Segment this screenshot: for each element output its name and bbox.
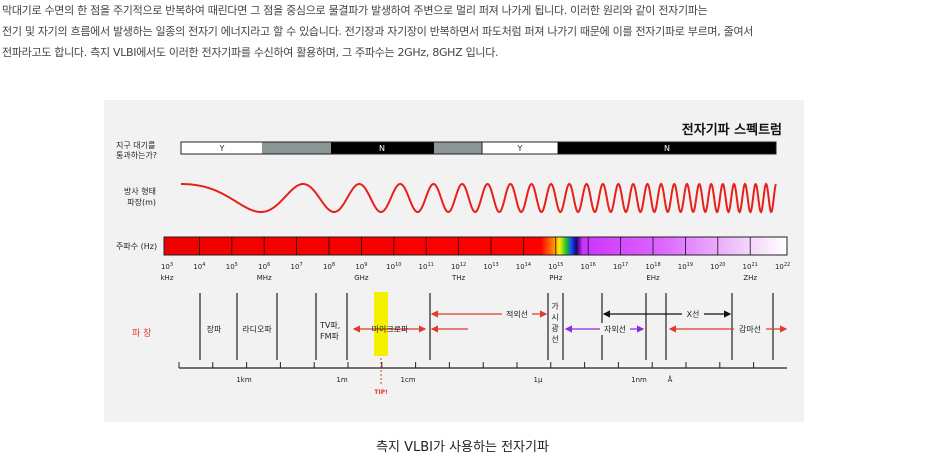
band-label-visible: 시 (551, 313, 558, 322)
wave-curve (181, 182, 777, 214)
frequency-tick-label: 1016 (581, 262, 596, 271)
frequency-tick-label: 109 (355, 262, 367, 271)
frequency-tick-label: 106 (258, 262, 270, 271)
frequency-tick-label: 1013 (483, 262, 498, 271)
tip-label: TIP! (374, 389, 387, 396)
frequency-tick-label: 108 (323, 262, 335, 271)
scale-label: 1km (236, 376, 252, 384)
frequency-tick-label: 1018 (645, 262, 660, 271)
scale-label: 1m (336, 376, 347, 384)
frequency-tick-label: 1017 (613, 262, 628, 271)
band-label-visible: 광 (551, 323, 559, 333)
spectrum-bar (163, 236, 788, 256)
band-label-infrared: 적외선 (506, 309, 528, 319)
frequency-tick-label: 1021 (743, 262, 758, 271)
tip-highlight (374, 292, 388, 356)
band-label-tv-fm: TV파, (319, 321, 340, 330)
frequency-unit-label: kHz (161, 274, 174, 282)
frequency-tick-label: 1019 (678, 262, 693, 271)
frequency-tick-label: 103 (161, 262, 173, 271)
atmosphere-bar: Y N Y N (180, 141, 777, 155)
scale-label: 1nm (631, 376, 647, 384)
frequency-unit-label: ZHz (743, 274, 757, 282)
band-label-visible: 선 (551, 335, 558, 344)
frequency-tick-labels: 103 kHz 104 105 106 MHz 107 108 109 GHz 1010 1011 10… (161, 262, 791, 282)
figure-title: 전자기파 스펙트럼 (682, 122, 782, 138)
band-label-long-wave: 장파 (207, 324, 222, 334)
body-paragraph: 막대기로 수면의 한 점을 주기적으로 반복하여 때린다면 그 점을 중심으로 … (2, 0, 922, 63)
frequency-tick-label: 105 (226, 262, 238, 271)
frequency-label: 주파수 (Hz) (116, 242, 157, 251)
wavelength-scale-ticks (178, 362, 755, 368)
atmosphere-segment-label: N (664, 144, 670, 153)
frequency-tick-label: 1022 (775, 262, 790, 271)
em-spectrum-diagram: 전자기파 스펙트럼 지구 대기를 통과하는가? 방사 형태 파장(m) 주파수 … (116, 122, 791, 396)
em-spectrum-figure: 전자기파 스펙트럼 지구 대기를 통과하는가? 방사 형태 파장(m) 주파수 … (104, 100, 804, 422)
frequency-unit-label: GHz (354, 274, 369, 282)
frequency-tick-label: 1012 (451, 262, 466, 271)
frequency-tick-label: 1010 (386, 262, 401, 271)
frequency-tick-label: 1015 (548, 262, 563, 271)
band-label-gamma: 감마선 (739, 324, 761, 334)
band-label-visible: 가 (551, 302, 559, 311)
wavelength-label: 파 장 (132, 328, 151, 339)
atmosphere-label: 지구 대기를 (116, 141, 155, 150)
band-label-microwave: 마이크로파 (372, 324, 409, 334)
scale-label: 1μ (534, 376, 543, 384)
waveform-label: 파장(m) (127, 197, 156, 207)
body-line: 막대기로 수면의 한 점을 주기적으로 반복하여 때린다면 그 점을 중심으로 … (2, 4, 708, 17)
frequency-tick-label: 1011 (419, 262, 434, 271)
atmosphere-segment-label: N (379, 144, 385, 153)
frequency-unit-label: MHz (257, 274, 272, 282)
frequency-unit-label: PHz (549, 274, 562, 282)
frequency-tick-label: 104 (193, 262, 205, 271)
atmosphere-segment-label: Y (219, 144, 225, 153)
frequency-unit-label: THz (451, 274, 466, 282)
frequency-unit-label: EHz (646, 274, 660, 282)
spectrum-ticks (199, 237, 751, 255)
figure-caption: 측지 VLBI가 사용하는 전자기파 (376, 440, 549, 455)
waveform-label: 방사 형태 (124, 186, 156, 196)
atmosphere-label: 통과하는가? (116, 150, 157, 160)
frequency-tick-label: 107 (291, 262, 303, 271)
band-dividers (199, 293, 774, 360)
band-label-tv-fm: FM파 (320, 332, 340, 341)
atmosphere-segment-label: Y (517, 144, 523, 153)
band-label-ultraviolet: 자외선 (604, 324, 626, 334)
frequency-tick-label: 1020 (710, 262, 725, 271)
scale-label: 1cm (400, 376, 415, 384)
frequency-tick-label: 1014 (516, 262, 531, 271)
band-label-radio: 라디오파 (242, 325, 272, 334)
body-line: 전기 및 자기의 흐름에서 발생하는 일종의 전자기 에너지라고 할 수 있습니… (2, 25, 754, 38)
scale-label: Å (668, 375, 673, 384)
body-line: 전파라고도 합니다. 측지 VLBI에서도 이러한 전자기파를 수신하여 활용하… (2, 46, 499, 59)
band-label-xray: X선 (687, 310, 700, 319)
